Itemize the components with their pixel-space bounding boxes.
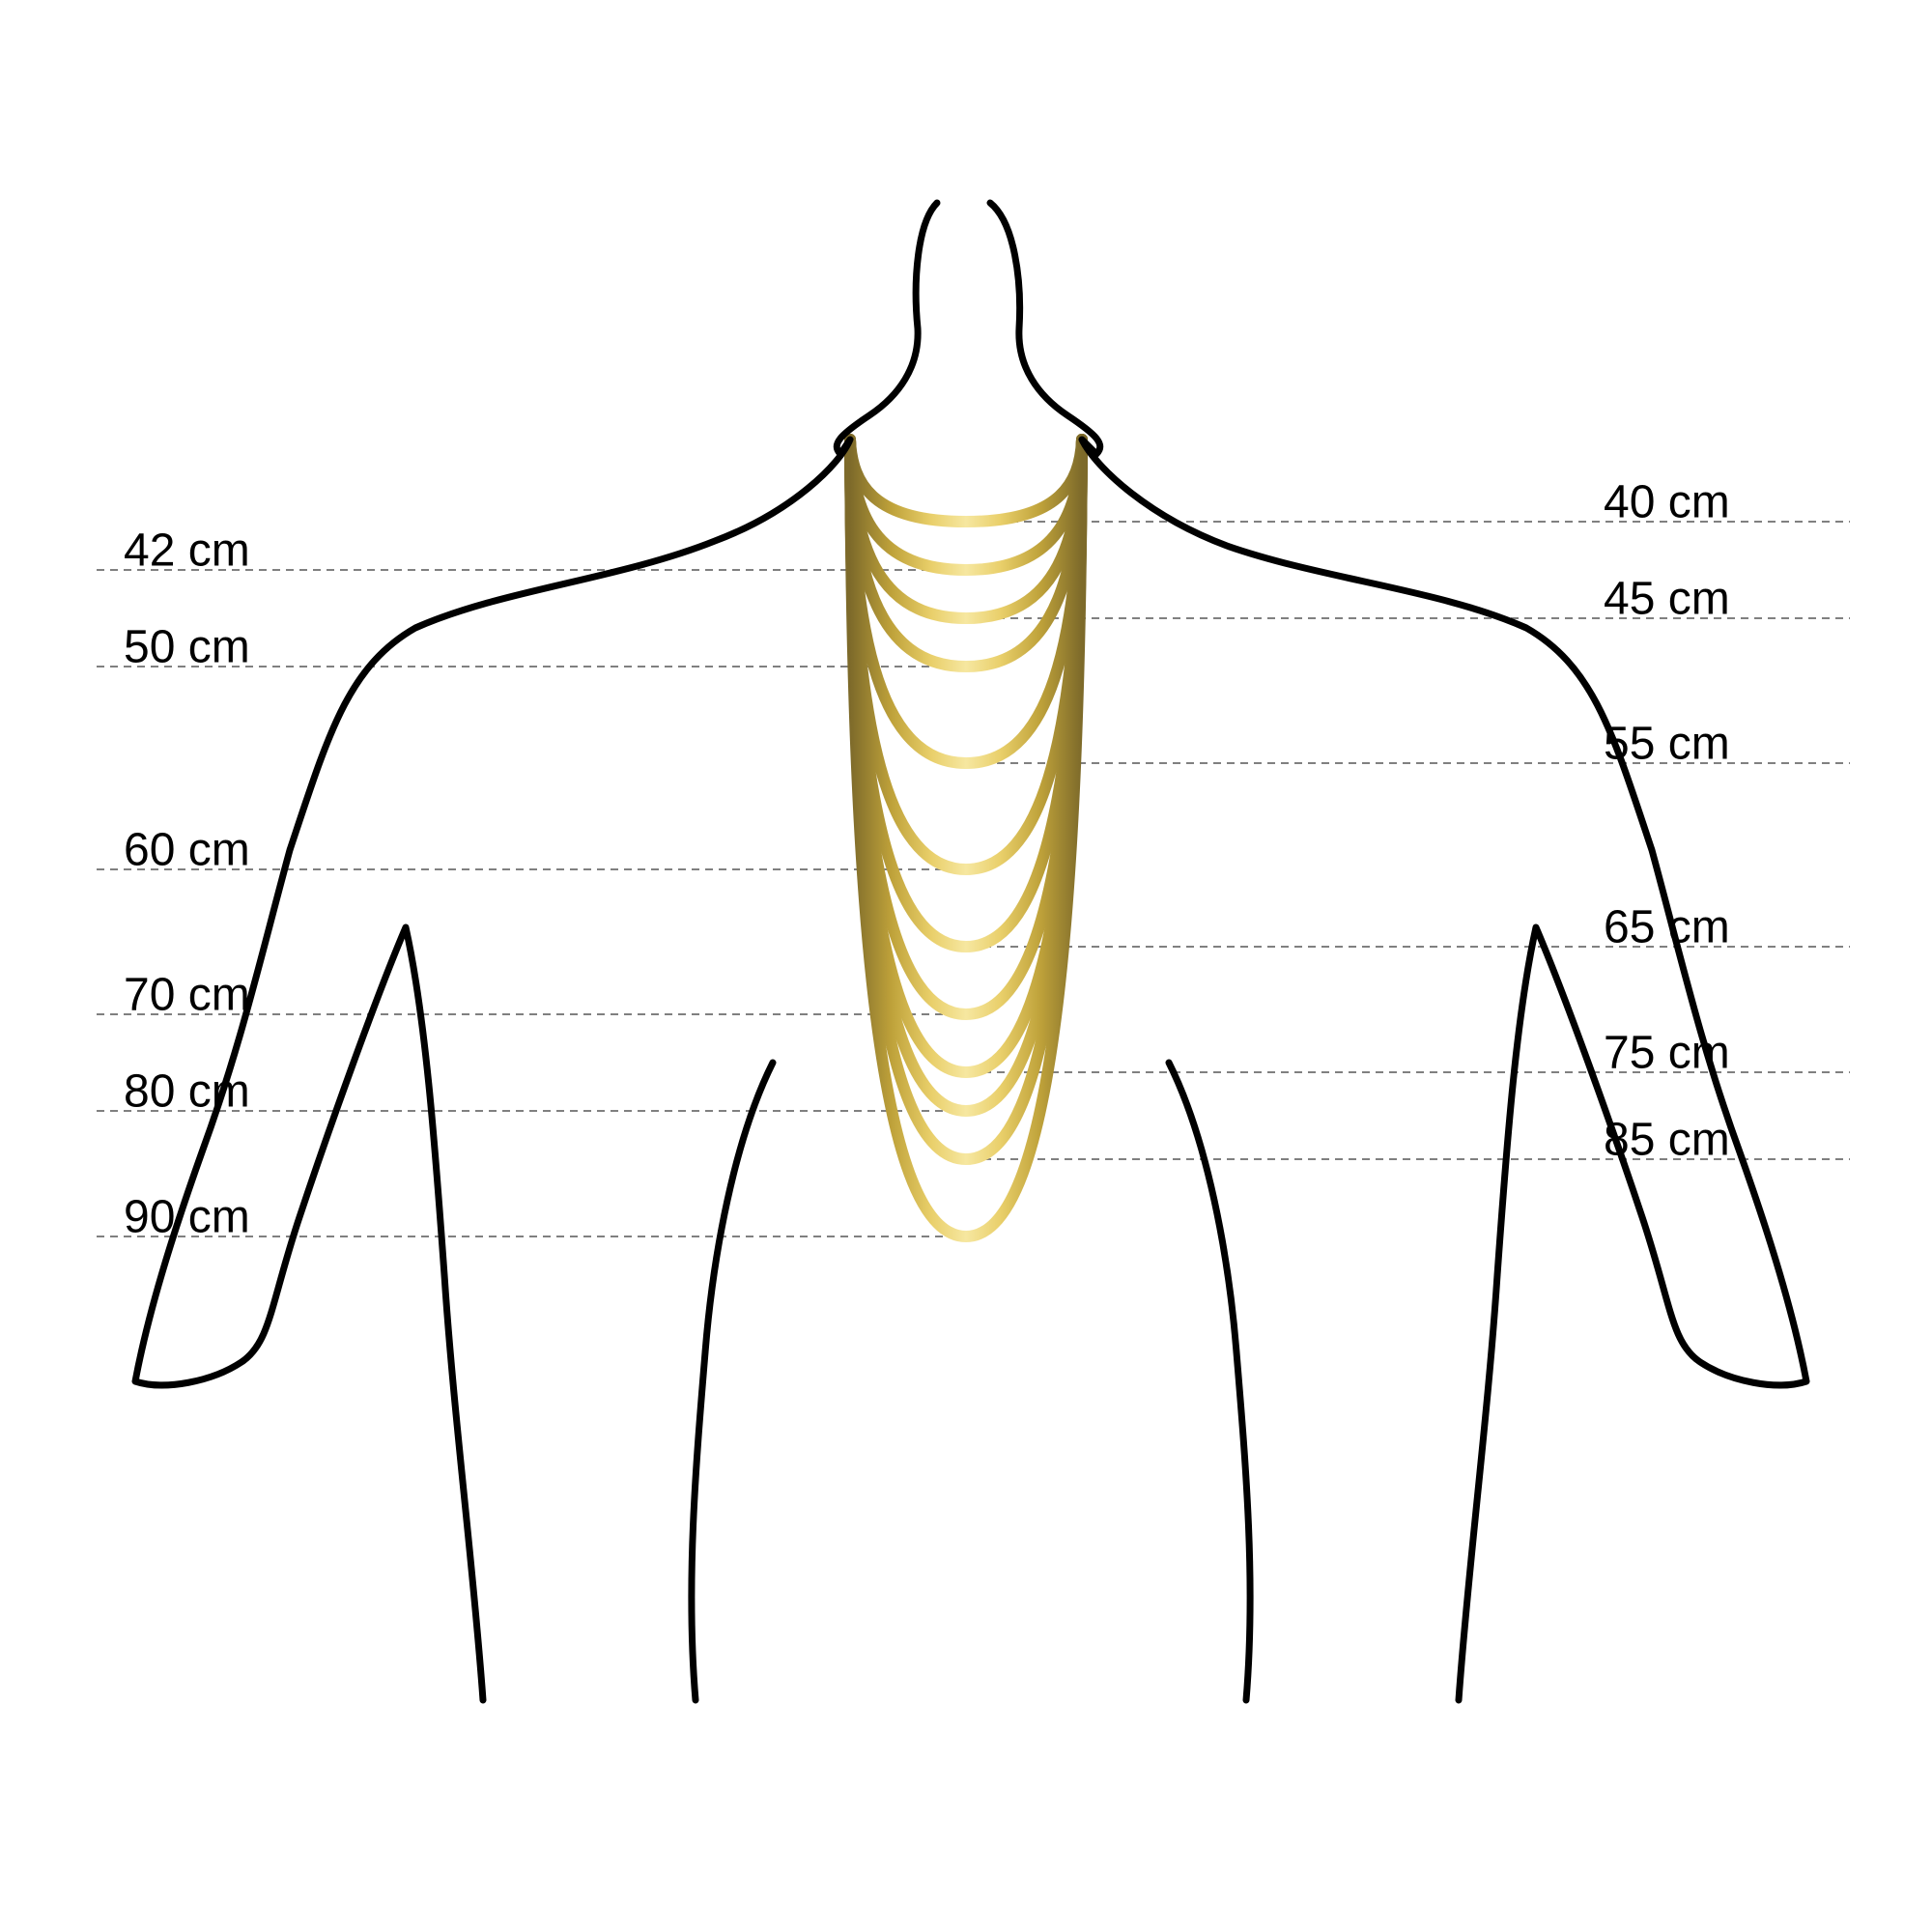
necklace <box>850 440 1082 618</box>
necklace-size-diagram: 40 cm 42 cm 45 cm 50 cm 55 cm 60 cm 65 cm 70 cm… <box>0 0 1932 1932</box>
size-label: 45 cm <box>1604 573 1730 626</box>
size-label: 65 cm <box>1604 901 1730 954</box>
size-label: 55 cm <box>1604 718 1730 771</box>
size-label: 60 cm <box>124 824 250 877</box>
necklace <box>850 440 1082 667</box>
diagram-svg <box>0 0 1932 1932</box>
size-label: 42 cm <box>124 525 250 578</box>
size-label: 80 cm <box>124 1065 250 1119</box>
necklaces-layer <box>850 440 1082 1236</box>
size-label: 85 cm <box>1604 1114 1730 1167</box>
size-label: 50 cm <box>124 621 250 674</box>
size-label: 40 cm <box>1604 476 1730 529</box>
size-label: 75 cm <box>1604 1027 1730 1080</box>
size-label: 70 cm <box>124 969 250 1022</box>
necklace <box>850 440 1082 763</box>
necklace <box>850 440 1082 522</box>
size-label: 90 cm <box>124 1191 250 1244</box>
guides-layer <box>97 522 1850 1236</box>
